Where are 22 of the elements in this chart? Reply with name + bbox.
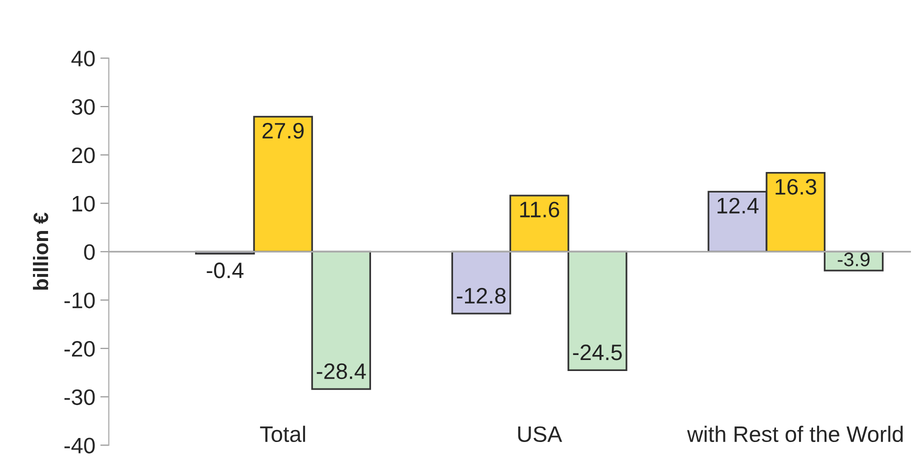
data-label: 12.4 — [718, 198, 758, 214]
y-tick-label: 40 — [71, 50, 95, 66]
data-label: 11.6 — [520, 202, 560, 218]
y-tick-label: 10 — [72, 196, 95, 212]
data-label: 16.3 — [776, 178, 816, 195]
x-tick-label: Total — [260, 426, 306, 442]
data-label: -24.5 — [573, 344, 622, 360]
data-label: -28.4 — [316, 363, 366, 380]
y-tick-label: -30 — [64, 389, 95, 406]
data-label: -12.8 — [456, 288, 506, 304]
data-label: -0.4 — [206, 262, 244, 278]
y-tick-label: 0 — [84, 244, 95, 260]
data-label: 27.9 — [262, 122, 304, 139]
x-tick-label: with Rest of the World — [687, 426, 903, 442]
y-tick-label: -10 — [64, 292, 95, 308]
y-tick-label: -20 — [64, 340, 95, 357]
y-tick-label: 30 — [72, 99, 95, 115]
y-tick-label: -40 — [64, 438, 95, 454]
y-tick-label: 20 — [72, 147, 95, 164]
data-label: -3.9 — [838, 252, 870, 266]
y-axis-title: billion € — [32, 212, 48, 290]
x-tick-label: USA — [518, 426, 562, 442]
